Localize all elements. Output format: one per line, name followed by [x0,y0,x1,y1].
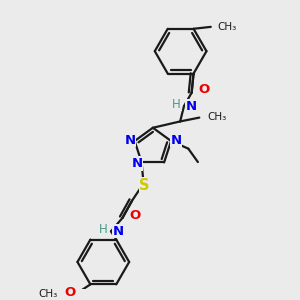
Text: H: H [98,223,107,236]
Text: O: O [199,83,210,96]
Text: N: N [186,100,197,112]
Text: H: H [172,98,181,111]
Text: N: N [170,134,182,146]
Text: N: N [124,134,135,146]
Text: CH₃: CH₃ [207,112,226,122]
Text: N: N [113,225,124,238]
Text: CH₃: CH₃ [218,22,237,32]
Text: CH₃: CH₃ [39,289,58,299]
Text: N: N [131,157,142,170]
Text: O: O [65,286,76,299]
Text: O: O [129,208,140,222]
Text: S: S [139,178,150,193]
